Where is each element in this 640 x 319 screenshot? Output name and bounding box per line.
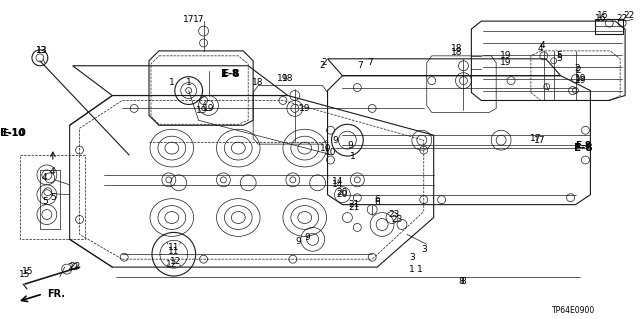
Text: 19: 19	[196, 106, 207, 115]
Text: 9: 9	[333, 136, 339, 145]
Text: 19: 19	[575, 74, 586, 83]
Text: 23: 23	[391, 215, 403, 224]
Text: 17: 17	[193, 15, 204, 24]
Text: 19: 19	[575, 76, 586, 85]
Text: 1: 1	[169, 78, 175, 87]
Text: 10: 10	[324, 148, 336, 157]
Text: 20: 20	[337, 190, 348, 199]
Text: 19: 19	[500, 51, 512, 60]
Text: 16: 16	[596, 11, 608, 20]
Text: 12: 12	[166, 260, 177, 269]
Bar	[595, 19, 623, 34]
Text: 5: 5	[50, 193, 56, 202]
Text: 18: 18	[451, 44, 462, 53]
Text: 4: 4	[50, 167, 56, 176]
Text: 18: 18	[282, 74, 294, 83]
Text: 15: 15	[19, 270, 31, 278]
Text: E-8: E-8	[575, 141, 591, 150]
Text: TP64E0900: TP64E0900	[552, 306, 595, 315]
Text: 19: 19	[277, 74, 289, 83]
Text: 22: 22	[69, 262, 80, 271]
Text: 11: 11	[168, 243, 180, 252]
Text: 4: 4	[42, 173, 47, 182]
Text: 2: 2	[320, 61, 325, 70]
Text: E-8: E-8	[221, 69, 239, 79]
Text: 3: 3	[409, 253, 415, 262]
Text: 1: 1	[417, 264, 422, 274]
Text: 5: 5	[556, 54, 561, 63]
Text: 17: 17	[530, 134, 541, 143]
Text: 8: 8	[461, 277, 467, 286]
Text: 1: 1	[186, 78, 191, 87]
Text: 14: 14	[332, 180, 343, 189]
Text: 22: 22	[616, 14, 628, 23]
Text: 21: 21	[349, 200, 360, 209]
Text: 7: 7	[367, 58, 373, 67]
Text: 13: 13	[36, 46, 47, 56]
Text: 6: 6	[374, 195, 380, 204]
Text: 4: 4	[538, 44, 543, 53]
Text: 16: 16	[595, 14, 606, 23]
Text: 17: 17	[183, 15, 195, 24]
Text: 14: 14	[332, 177, 343, 186]
Text: 6: 6	[374, 198, 380, 207]
Text: 23: 23	[388, 210, 400, 219]
Text: 15: 15	[22, 267, 34, 276]
Text: 18: 18	[252, 78, 264, 87]
Text: 20: 20	[337, 188, 348, 197]
Text: 10: 10	[320, 144, 332, 152]
Text: E-10: E-10	[0, 128, 26, 138]
Text: 8: 8	[459, 277, 465, 286]
Text: 2: 2	[575, 64, 580, 73]
Text: 22: 22	[623, 11, 635, 20]
Text: 5: 5	[42, 197, 48, 206]
Text: 11: 11	[168, 247, 180, 256]
Text: 22: 22	[67, 263, 78, 271]
Text: 19: 19	[299, 104, 310, 113]
Text: 18: 18	[451, 48, 462, 57]
Text: 9: 9	[348, 141, 353, 150]
Text: 4: 4	[540, 41, 546, 50]
Text: 9: 9	[295, 237, 301, 246]
Text: 5: 5	[556, 51, 561, 60]
Text: 2: 2	[322, 58, 328, 67]
Text: 1: 1	[349, 152, 355, 160]
Text: 21: 21	[349, 203, 360, 212]
Text: FR.: FR.	[47, 289, 65, 299]
Text: 19: 19	[203, 104, 214, 113]
Text: 17: 17	[534, 136, 545, 145]
Text: 9: 9	[305, 233, 310, 242]
Text: E-10: E-10	[2, 129, 24, 138]
Text: 3: 3	[421, 245, 427, 254]
Text: E-8: E-8	[574, 143, 593, 153]
Text: 1: 1	[409, 264, 415, 274]
Text: 19: 19	[500, 58, 512, 67]
Text: 7: 7	[357, 61, 363, 70]
Text: 13: 13	[36, 46, 47, 56]
Text: 2: 2	[576, 66, 581, 75]
Text: 12: 12	[170, 257, 182, 266]
Text: E-8: E-8	[222, 69, 239, 78]
